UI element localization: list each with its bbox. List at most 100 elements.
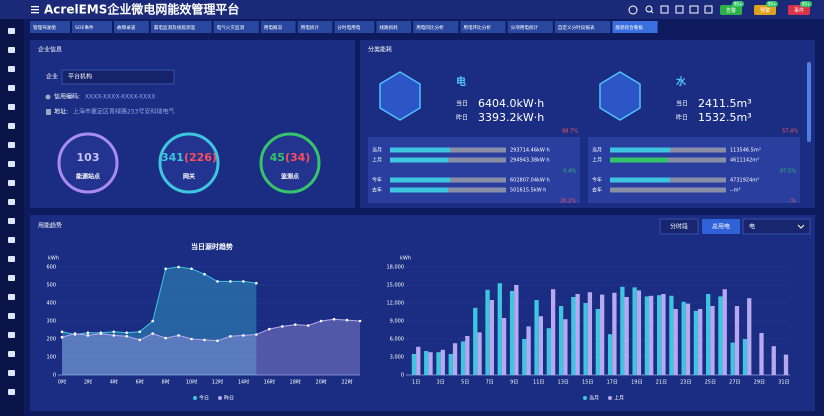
button[interactable] (659, 218, 699, 235)
x-tick-label: 17日 (607, 380, 618, 386)
bar (563, 319, 568, 375)
point (229, 335, 232, 338)
sidebar-icon[interactable] (8, 351, 15, 357)
x-tick-label: 16时 (264, 379, 275, 386)
badge-count-bg (800, 1, 812, 7)
scrollbar[interactable] (807, 62, 811, 142)
point (190, 337, 193, 341)
bar (509, 291, 515, 375)
x-tick-label: 31日 (778, 380, 789, 386)
tab[interactable] (72, 21, 112, 33)
point (268, 327, 271, 331)
point (164, 336, 167, 340)
bar (742, 339, 748, 375)
header-icons[interactable] (628, 5, 713, 15)
x-tick-label: 6时 (136, 379, 144, 386)
x-tick-label: 15日 (582, 380, 593, 386)
tab[interactable] (213, 21, 259, 33)
header-bar (0, 0, 824, 19)
tab[interactable] (297, 21, 333, 33)
bar (783, 354, 789, 375)
sidebar-icon[interactable] (8, 85, 15, 91)
point (190, 267, 193, 271)
row-value: 113546.5m³ (730, 148, 761, 154)
area (62, 267, 257, 375)
row-value: 501615.5kW·h (510, 188, 546, 194)
tab[interactable] (114, 21, 149, 33)
sidebar-icon[interactable] (8, 28, 15, 34)
sidebar-icon[interactable] (8, 313, 15, 319)
tab-label: 用电环比分析 (463, 24, 491, 31)
point (125, 335, 129, 338)
legend-swatch (218, 396, 222, 400)
label: 当日 (676, 100, 688, 108)
select[interactable] (742, 218, 811, 235)
legend-label: 当月 (589, 395, 599, 402)
sidebar-icon[interactable] (8, 66, 15, 72)
row-value: 294943.38kW·h (510, 158, 550, 164)
credit-code: XXXX-XXXX-XXXX-XXXX (85, 94, 155, 101)
bar (661, 294, 666, 375)
badge[interactable] (788, 5, 810, 15)
tab[interactable] (413, 21, 459, 33)
bar (546, 328, 551, 375)
button[interactable] (702, 219, 740, 234)
rate: 0.4% (563, 169, 576, 175)
point (112, 334, 116, 337)
sidebar-icon[interactable] (8, 180, 15, 186)
bar (550, 289, 556, 375)
yesterday: 3393.2kW·h (478, 111, 544, 124)
sidebar-icon[interactable] (8, 332, 15, 338)
sidebar-icon[interactable] (8, 161, 15, 167)
bar (416, 346, 421, 375)
sidebar-icon[interactable] (8, 47, 15, 53)
sidebar-icon[interactable] (8, 199, 15, 205)
tab[interactable] (376, 21, 412, 33)
tab[interactable] (460, 21, 506, 33)
sidebar-icon[interactable] (8, 237, 15, 243)
sidebar-icon[interactable] (8, 104, 15, 110)
badge[interactable] (720, 5, 742, 15)
sidebar-icon[interactable] (8, 294, 15, 300)
sidebar-icon[interactable] (8, 142, 15, 148)
bar (718, 296, 723, 375)
badge-label: 告警 (726, 7, 736, 14)
enterprise-select[interactable] (61, 69, 175, 85)
tab[interactable] (612, 21, 658, 33)
legend-swatch (608, 396, 612, 400)
line (61, 318, 361, 342)
bar (620, 286, 625, 375)
rate: -97.5% (778, 169, 796, 175)
sidebar-icon[interactable] (8, 389, 15, 395)
legend-swatch (193, 396, 197, 400)
axis-unit: kWh (400, 256, 411, 262)
app-title: AcrelEMS企业微电网能效管理平台 (44, 2, 239, 17)
menu-icon[interactable] (31, 6, 39, 14)
row-fill (610, 177, 670, 183)
point (293, 323, 297, 326)
sidebar-icon[interactable] (8, 370, 15, 376)
badge[interactable] (754, 5, 776, 15)
tab-label: 线路损耗 (379, 24, 398, 31)
bar (575, 294, 580, 375)
point (86, 334, 90, 337)
label: 昨日 (676, 114, 688, 122)
y-tick-label: 0 (53, 373, 56, 379)
tab[interactable] (260, 21, 296, 33)
row-label: 当月 (592, 147, 602, 154)
point (99, 332, 103, 335)
tab[interactable] (150, 21, 212, 33)
y-tick-label: 3,000 (390, 355, 404, 361)
address: 上海市嘉定区育绿路253号安科瑞电气 (73, 108, 174, 116)
sidebar-icon[interactable] (8, 218, 15, 224)
tab[interactable] (554, 21, 611, 33)
legend-label: 昨日 (224, 395, 234, 402)
tab[interactable] (30, 21, 70, 33)
tab[interactable] (334, 21, 375, 33)
tab[interactable] (507, 21, 553, 33)
sidebar-icon[interactable] (8, 123, 15, 129)
sidebar-icon[interactable] (8, 256, 15, 262)
sidebar-icon[interactable] (8, 275, 15, 281)
bar (685, 303, 691, 375)
point (255, 281, 258, 285)
